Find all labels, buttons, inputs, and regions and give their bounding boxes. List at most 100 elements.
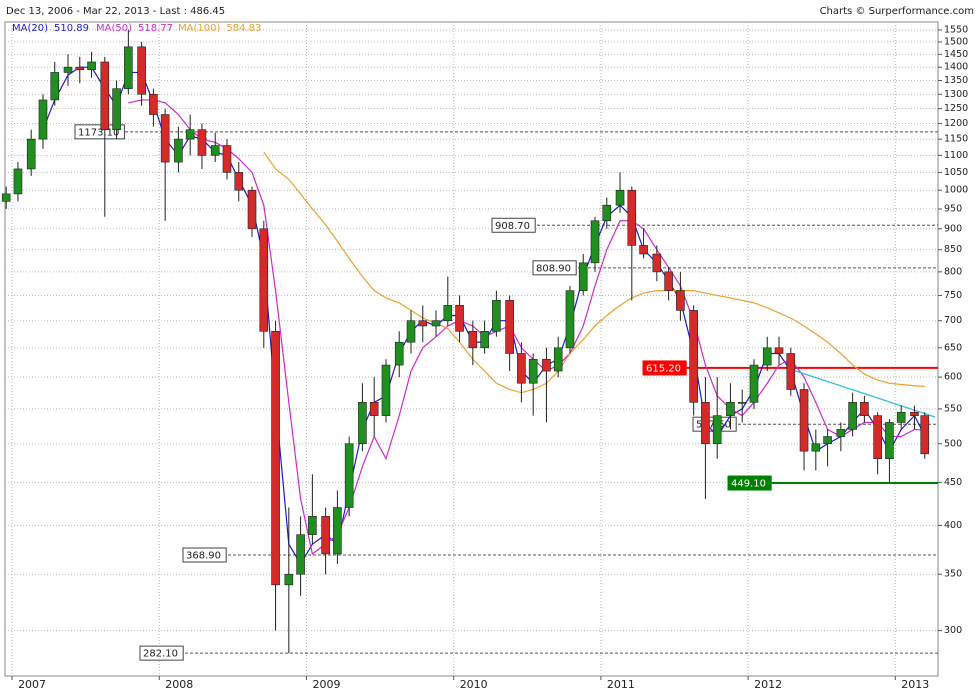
candle-body xyxy=(762,347,772,366)
candle-body xyxy=(112,88,121,130)
candle-body xyxy=(676,290,685,311)
candle-body xyxy=(505,300,514,354)
candle-body xyxy=(418,320,428,327)
y-tick-label: 1450 xyxy=(944,49,968,60)
y-tick-label: 950 xyxy=(944,204,962,215)
level-label-box xyxy=(642,360,687,376)
y-tick-label: 600 xyxy=(944,372,962,383)
candle-body xyxy=(873,415,882,460)
candle-body xyxy=(63,66,73,73)
level-label-box xyxy=(182,547,227,563)
candle-body xyxy=(860,402,869,416)
y-tick-label: 1100 xyxy=(944,150,968,161)
x-tick-label: 2011 xyxy=(607,678,635,691)
candle-body xyxy=(296,534,305,575)
y-tick-label: 1200 xyxy=(944,118,968,129)
candle-body xyxy=(701,402,710,445)
candle-body xyxy=(492,300,501,332)
plot-frame xyxy=(4,21,939,677)
candle-body xyxy=(528,358,538,384)
candle-body xyxy=(185,129,195,140)
candle-body xyxy=(823,436,832,445)
candle-body xyxy=(836,429,846,437)
candle-body xyxy=(174,138,183,163)
level-label-box xyxy=(139,645,184,661)
candle-body xyxy=(333,507,342,555)
candle-body xyxy=(259,228,269,332)
x-tick-label: 2008 xyxy=(165,678,193,691)
y-tick-label: 700 xyxy=(944,315,962,326)
candle-body xyxy=(234,172,244,191)
y-tick-label: 500 xyxy=(944,438,962,449)
x-tick-label: 2013 xyxy=(901,678,929,691)
level-label: 1173.10 xyxy=(78,127,119,138)
y-tick-label: 300 xyxy=(944,625,962,636)
candle-body xyxy=(590,220,600,264)
y-tick-label: 1400 xyxy=(944,62,968,73)
y-tick-label: 900 xyxy=(944,223,962,234)
candle-body xyxy=(774,347,784,354)
y-tick-label: 1150 xyxy=(944,134,968,145)
level-label-box xyxy=(74,124,125,140)
candle-body xyxy=(75,66,85,71)
candle-body xyxy=(664,271,673,291)
candle-body xyxy=(848,402,857,430)
level-label: 449.10 xyxy=(731,479,766,490)
candle-body xyxy=(689,310,698,403)
candle-body xyxy=(443,305,453,322)
level-label: 808.90 xyxy=(536,263,571,274)
candle-body xyxy=(480,331,489,349)
candle-body xyxy=(652,253,662,273)
candle-body xyxy=(468,331,478,349)
candle-body xyxy=(284,573,294,586)
legend-label: MA(100) xyxy=(178,23,220,34)
candle-body xyxy=(896,411,906,423)
level-label-box xyxy=(491,217,536,233)
legend-label: MA(50) xyxy=(96,23,132,34)
y-tick-label: 1500 xyxy=(944,36,968,47)
candle-body xyxy=(578,262,588,291)
legend-value: 510.89 xyxy=(54,23,89,34)
y-tick-label: 550 xyxy=(944,403,962,414)
candle-body xyxy=(308,516,317,535)
candle-body xyxy=(100,61,110,130)
candle-body xyxy=(210,145,220,156)
candle-body xyxy=(222,145,232,173)
candle-body xyxy=(639,245,648,255)
legend-value: 584.83 xyxy=(226,23,261,34)
ma-line xyxy=(263,151,925,394)
candle-body xyxy=(542,358,551,372)
x-tick-label: 2012 xyxy=(754,678,782,691)
candle-body xyxy=(615,189,625,206)
x-tick-label: 2009 xyxy=(312,678,340,691)
candle-body xyxy=(602,204,612,222)
candle-body xyxy=(197,129,207,156)
level-label: 908.70 xyxy=(495,221,530,232)
candle-body xyxy=(160,114,170,163)
candle-body xyxy=(627,189,637,246)
candle-body xyxy=(455,305,464,332)
candle-body xyxy=(786,353,796,390)
candle-body xyxy=(344,443,354,508)
x-tick-label: 2007 xyxy=(18,678,46,691)
candle-body xyxy=(406,320,416,343)
candle-body xyxy=(358,402,367,445)
candle-body xyxy=(712,415,722,445)
trendline xyxy=(792,369,936,418)
level-label-box xyxy=(727,475,772,491)
candle-body xyxy=(87,61,96,71)
candle-body xyxy=(920,415,930,455)
candle-body xyxy=(137,46,146,95)
candle-body xyxy=(247,189,257,230)
level-label: 615.20 xyxy=(646,363,681,374)
candle-body xyxy=(26,138,36,170)
candle-body xyxy=(565,290,575,349)
candle-body xyxy=(394,341,404,366)
y-tick-label: 850 xyxy=(944,244,962,255)
y-tick-label: 400 xyxy=(944,520,962,531)
candle-body xyxy=(124,46,133,89)
y-tick-label: 1350 xyxy=(944,75,968,86)
level-label: 282.10 xyxy=(143,649,178,660)
